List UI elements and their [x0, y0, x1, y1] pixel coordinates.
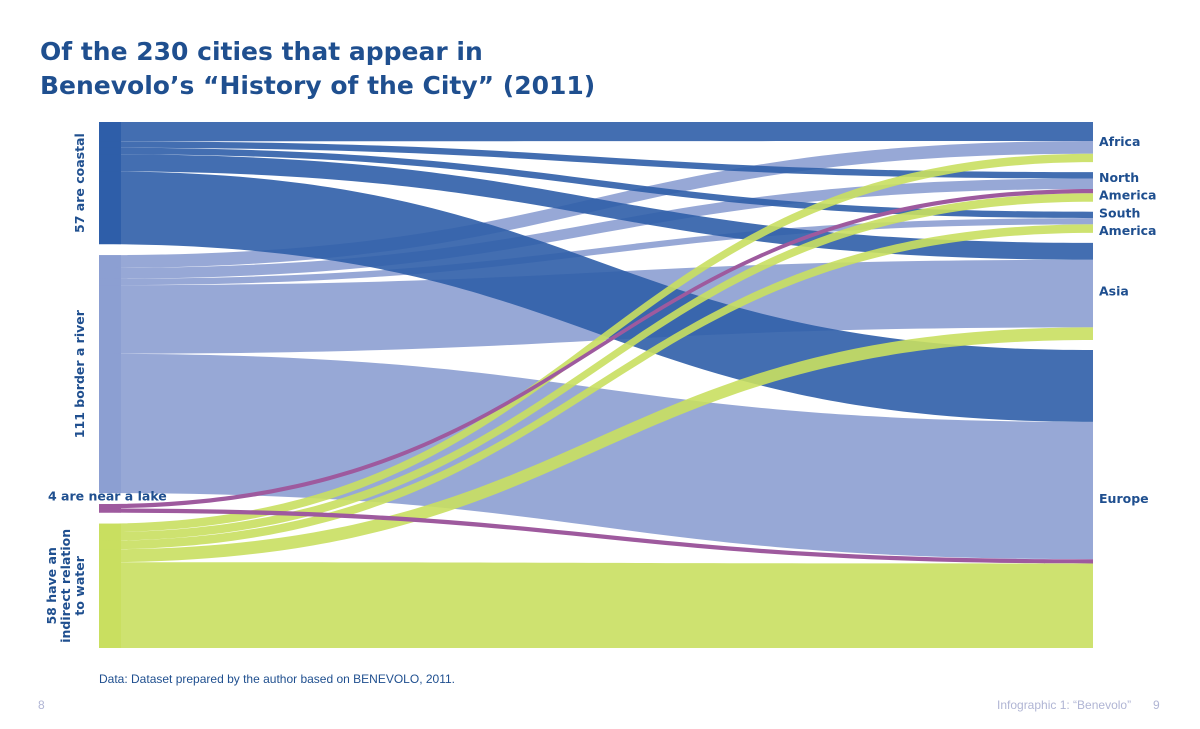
data-source-note: Data: Dataset prepared by the author bas… [99, 672, 455, 686]
title-line-2: Benevolo’s “History of the City” (2011) [40, 71, 596, 100]
flow-indirect-to-africa [99, 153, 1093, 533]
flow-coastal-to-africa [99, 122, 1093, 142]
page-number-right: 9 [1153, 698, 1160, 712]
flow-lake-to-europe [99, 508, 1093, 564]
flow-river-to-south_america [99, 218, 1093, 286]
running-title: Infographic 1: “Benevolo” [997, 698, 1132, 712]
source-label-lake: 4 are near a lake [48, 488, 167, 503]
flow-bands [99, 122, 1093, 648]
source-bar-lake [99, 504, 121, 513]
flow-coastal-to-south_america [99, 147, 1093, 219]
flow-coastal-to-asia [99, 154, 1093, 260]
source-label-river-line-1: 111 border a river [72, 309, 87, 438]
target-label-south_america-line-2: America [1099, 223, 1156, 238]
source-label-coastal-line-1: 57 are coastal [72, 133, 87, 233]
node-labels: 57 are coastal 111 border a river 4 are ne… [44, 133, 1156, 643]
target-label-europe: Europe [1099, 491, 1149, 506]
flow-indirect-to-south_america [99, 224, 1093, 550]
flow-coastal-to-north_america [99, 141, 1093, 179]
source-label-indirect-line-1: 58 have an [44, 547, 59, 624]
flow-river-to-europe [99, 353, 1093, 560]
flow-indirect-to-asia [99, 327, 1093, 563]
target-label-asia: Asia [1099, 283, 1129, 298]
flow-river-to-north_america [99, 178, 1093, 279]
source-label-indirect-line-3: to water [72, 555, 87, 615]
flow-lake-to-north_america [99, 189, 1093, 509]
title-line-1: Of the 230 cities that appear in [40, 37, 483, 66]
page-title: Of the 230 cities that appear in Benevol… [40, 35, 740, 103]
page-number-left: 8 [38, 698, 45, 712]
flow-indirect-to-north_america [99, 193, 1093, 541]
target-label-africa: Africa [1099, 134, 1140, 149]
target-label-north_america-line-2: America [1099, 188, 1156, 203]
flow-indirect-to-europe [99, 562, 1093, 648]
source-label-indirect-line-2: indirect relation [58, 529, 73, 643]
target-label-north_america-line-1: North [1099, 170, 1139, 185]
target-label-south_america-line-1: South [1099, 206, 1140, 221]
